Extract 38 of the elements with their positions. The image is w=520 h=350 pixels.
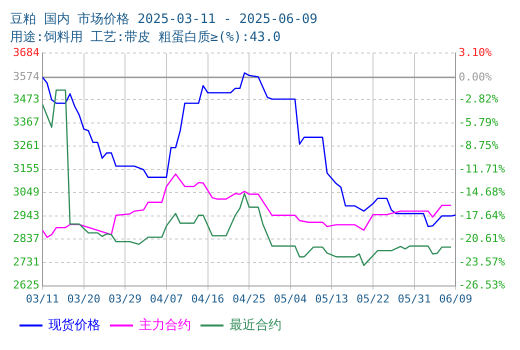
y2-tick-label: -23.57% (458, 255, 506, 268)
x-tick-label: 05/22 (356, 292, 390, 306)
legend-label: 主力合约 (139, 316, 191, 333)
y2-tick-label: -20.61% (458, 232, 506, 246)
x-tick-label: 06/09 (439, 292, 472, 306)
y2-tick-label: -5.79% (458, 116, 499, 129)
x-tick-label: 05/13 (315, 292, 348, 306)
y2-tick-label: -8.75% (458, 139, 499, 152)
y-tick-label: 3367 (12, 116, 40, 129)
x-tick-label: 04/07 (150, 292, 183, 306)
y2-tick-label: -14.68% (458, 186, 506, 199)
y2-tick-label: 0.00% (458, 70, 492, 84)
y2-tick-label: -17.64% (458, 208, 506, 222)
legend-label: 现货价格 (48, 318, 100, 333)
y-tick-label: 2837 (12, 232, 40, 246)
y2-tick-label: 3.10% (458, 46, 492, 60)
chart-title: 豆粕 国内 市场价格 2025-03-11 - 2025-06-09 (10, 12, 318, 28)
y-tick-label: 3155 (12, 162, 40, 176)
y-tick-label: 3684 (12, 46, 40, 60)
chart-subtitle: 用途:饲料用 工艺:带皮 粗蛋白质≥(%):43.0 (10, 30, 281, 45)
x-tick-label: 04/16 (191, 292, 224, 306)
y-tick-label: 2731 (12, 255, 40, 268)
y-tick-label: 2943 (12, 208, 40, 222)
x-tick-label: 05/31 (398, 292, 431, 306)
y-tick-label: 3473 (12, 92, 40, 106)
legend-label: 最近合约 (230, 318, 282, 333)
x-tick-label: 03/11 (26, 292, 60, 306)
x-tick-label: 03/20 (67, 292, 100, 306)
y2-tick-label: -2.82% (458, 92, 499, 106)
y-tick-label: 3049 (12, 186, 40, 199)
y-tick-label: 3574 (12, 70, 40, 84)
y-tick-label: 2625 (12, 278, 40, 292)
y-tick-label: 3261 (12, 138, 40, 152)
x-tick-label: 05/04 (274, 292, 308, 306)
x-tick-label: 03/29 (108, 292, 142, 306)
y2-tick-label: -11.71% (458, 162, 506, 176)
x-tick-label: 04/25 (232, 292, 266, 306)
y2-tick-label: -26.53% (458, 278, 506, 292)
